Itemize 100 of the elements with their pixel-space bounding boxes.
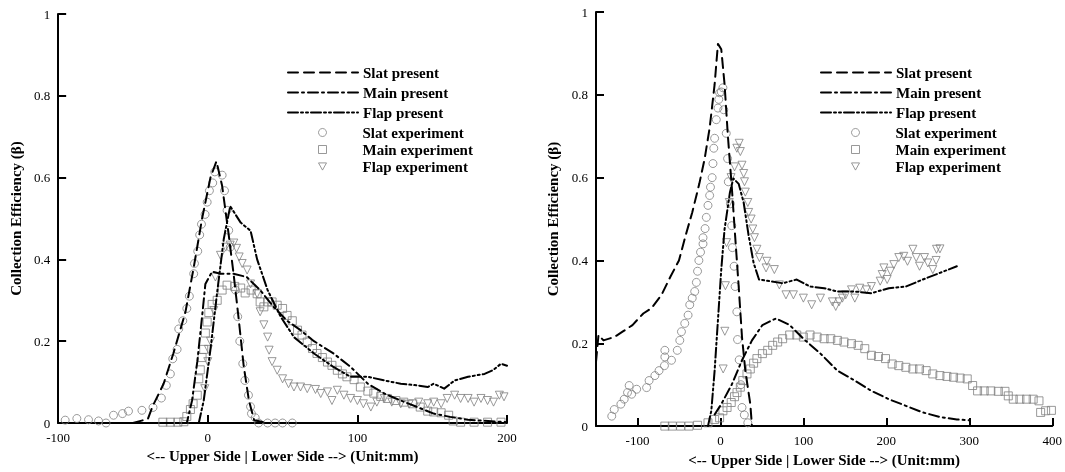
point xyxy=(396,399,406,409)
y-tick-label: 0.4 xyxy=(33,251,51,267)
point xyxy=(739,177,749,187)
point xyxy=(101,418,111,428)
point xyxy=(781,290,791,300)
point xyxy=(726,173,736,183)
point xyxy=(234,252,244,262)
point xyxy=(450,390,460,400)
point xyxy=(732,143,742,153)
x-tick-label: -100 xyxy=(46,430,71,445)
x-tick-label: 400 xyxy=(1042,433,1062,449)
point xyxy=(240,375,250,385)
point xyxy=(834,297,844,307)
legend-label: Flap experiment xyxy=(362,158,468,175)
point xyxy=(489,397,499,407)
point xyxy=(263,332,273,342)
x-tick-label: 200 xyxy=(876,433,897,449)
point xyxy=(165,369,175,379)
point xyxy=(762,256,772,266)
point xyxy=(327,396,337,406)
y-tick-label: 0.2 xyxy=(33,333,51,349)
point xyxy=(761,263,771,273)
point xyxy=(182,303,192,313)
point xyxy=(203,344,213,354)
point xyxy=(205,336,215,346)
point xyxy=(237,258,247,268)
point xyxy=(109,410,119,420)
point xyxy=(254,418,264,428)
point xyxy=(203,357,213,367)
point xyxy=(346,393,356,403)
point xyxy=(494,390,504,400)
point xyxy=(899,251,909,261)
point xyxy=(189,258,199,268)
point xyxy=(278,374,288,384)
point xyxy=(278,418,288,428)
point xyxy=(902,256,912,266)
legend-label: Flap present xyxy=(363,104,444,121)
point xyxy=(284,379,294,389)
point xyxy=(372,397,382,407)
point xyxy=(749,233,759,243)
point xyxy=(252,289,262,299)
legend-label: Slat experiment xyxy=(362,124,464,141)
point xyxy=(735,147,745,157)
point xyxy=(310,384,320,394)
x-tick-label: 200 xyxy=(497,430,517,445)
point xyxy=(746,214,756,224)
legend-label: Slat present xyxy=(363,64,439,81)
point xyxy=(748,224,758,234)
point xyxy=(866,282,876,292)
point xyxy=(264,345,274,355)
point xyxy=(436,399,446,409)
point xyxy=(404,399,414,409)
point xyxy=(267,357,277,367)
point xyxy=(739,169,749,178)
point xyxy=(246,409,256,419)
legend-label: Main present xyxy=(896,84,982,101)
y-axis-title: Collection Efficiency (β) xyxy=(545,141,563,297)
x-tick-label: 100 xyxy=(347,430,368,445)
point xyxy=(189,269,199,279)
point xyxy=(72,414,82,423)
point xyxy=(270,418,280,428)
point xyxy=(200,209,210,219)
x-tick-label: -100 xyxy=(625,433,650,449)
point xyxy=(931,255,941,265)
point xyxy=(855,283,865,293)
point xyxy=(915,261,925,271)
point xyxy=(720,281,730,291)
point xyxy=(366,402,376,412)
point xyxy=(202,197,212,207)
point xyxy=(161,380,171,390)
point xyxy=(231,243,241,253)
point xyxy=(718,364,728,374)
point xyxy=(798,293,808,303)
point xyxy=(137,405,147,415)
point xyxy=(339,390,349,400)
legend-label: Flap present xyxy=(896,104,977,121)
point xyxy=(788,290,798,300)
point xyxy=(272,365,282,375)
point xyxy=(296,382,306,392)
point xyxy=(882,275,892,285)
point xyxy=(148,402,158,412)
point xyxy=(387,397,397,407)
point xyxy=(117,409,127,419)
point xyxy=(174,324,184,334)
legend-label: Main experiment xyxy=(895,141,1006,158)
point xyxy=(469,397,479,407)
point xyxy=(889,260,899,270)
point xyxy=(168,354,178,364)
point xyxy=(875,276,885,286)
point xyxy=(196,219,206,229)
point xyxy=(730,162,740,172)
y-tick-label: 0.4 xyxy=(571,252,589,268)
point xyxy=(352,396,362,406)
point xyxy=(220,186,230,196)
point xyxy=(847,285,856,295)
point xyxy=(744,207,754,217)
x-axis-title: <-- Upper Side | Lower Side --> (Unit:mm) xyxy=(146,448,419,466)
point xyxy=(243,390,253,400)
point xyxy=(235,336,245,346)
point xyxy=(322,387,332,397)
